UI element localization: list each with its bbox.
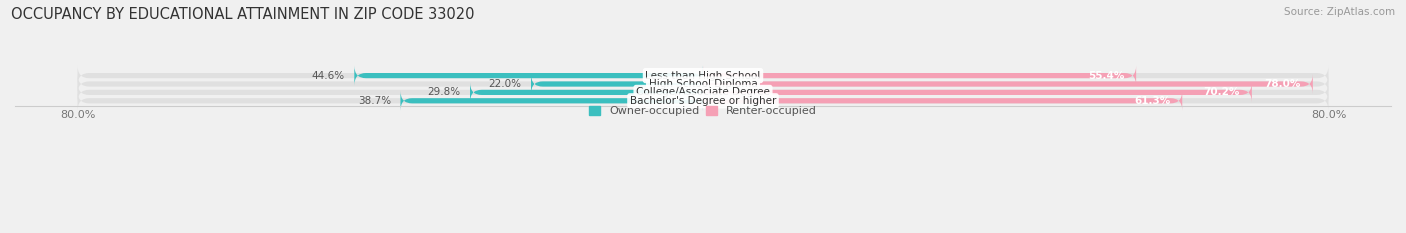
FancyBboxPatch shape [77,66,1329,86]
FancyBboxPatch shape [354,66,703,86]
FancyBboxPatch shape [703,91,1182,111]
Text: 44.6%: 44.6% [312,71,344,81]
Text: 38.7%: 38.7% [359,96,391,106]
FancyBboxPatch shape [531,74,703,94]
Text: Less than High School: Less than High School [645,71,761,81]
Text: 78.0%: 78.0% [1265,79,1301,89]
Text: Bachelor's Degree or higher: Bachelor's Degree or higher [630,96,776,106]
Text: 70.2%: 70.2% [1204,87,1240,97]
FancyBboxPatch shape [401,91,703,111]
FancyBboxPatch shape [470,82,703,102]
Text: OCCUPANCY BY EDUCATIONAL ATTAINMENT IN ZIP CODE 33020: OCCUPANCY BY EDUCATIONAL ATTAINMENT IN Z… [11,7,475,22]
FancyBboxPatch shape [703,74,1313,94]
Text: 55.4%: 55.4% [1088,71,1125,81]
Text: 61.3%: 61.3% [1135,96,1171,106]
FancyBboxPatch shape [77,91,1329,111]
Legend: Owner-occupied, Renter-occupied: Owner-occupied, Renter-occupied [585,101,821,120]
Text: High School Diploma: High School Diploma [648,79,758,89]
Text: Source: ZipAtlas.com: Source: ZipAtlas.com [1284,7,1395,17]
FancyBboxPatch shape [703,82,1251,102]
Text: 22.0%: 22.0% [489,79,522,89]
FancyBboxPatch shape [703,66,1136,86]
Text: College/Associate Degree: College/Associate Degree [636,87,770,97]
FancyBboxPatch shape [77,74,1329,94]
Text: 29.8%: 29.8% [427,87,461,97]
FancyBboxPatch shape [77,82,1329,102]
